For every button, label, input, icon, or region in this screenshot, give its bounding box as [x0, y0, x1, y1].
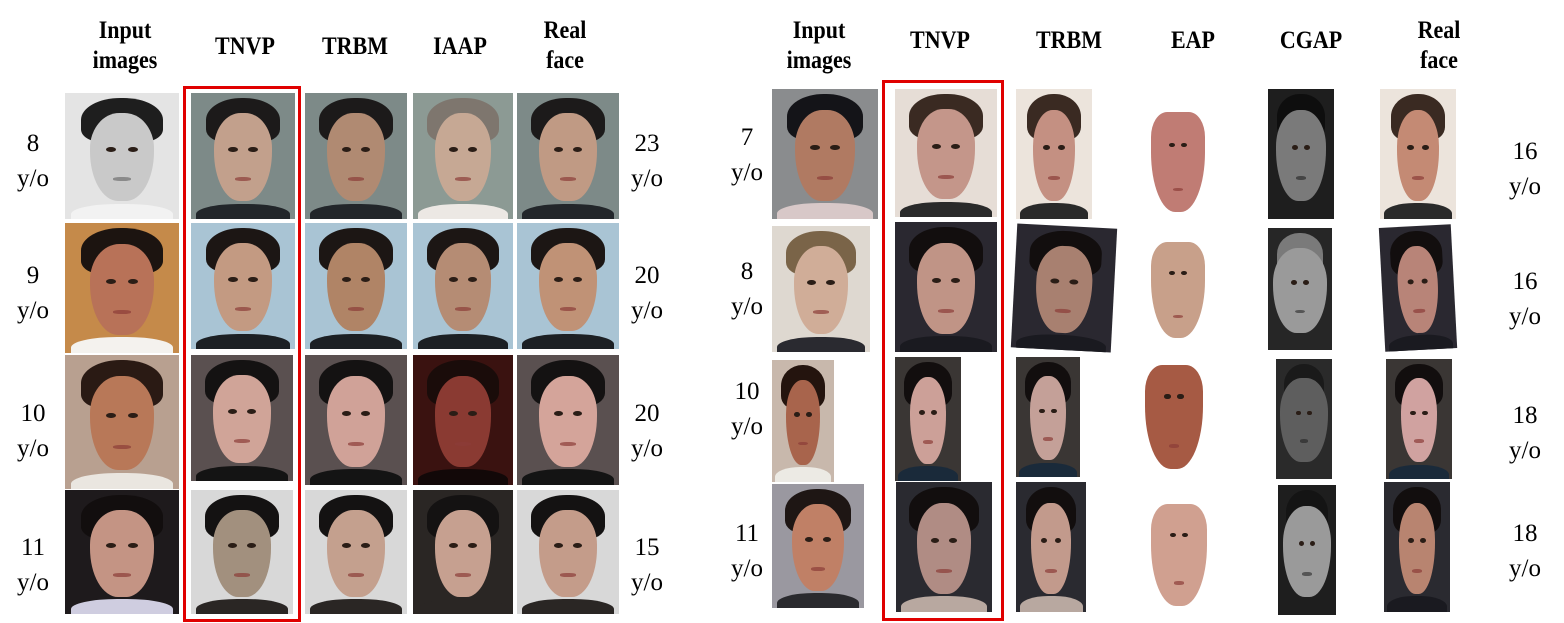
col-header-trbm: TRBM	[322, 33, 388, 60]
face-image-tnvp	[191, 93, 295, 219]
input-age-label: 9 y/o	[17, 262, 49, 324]
face-image-input	[65, 93, 179, 219]
face-image-input	[772, 484, 864, 608]
target-age-label: 20 y/o	[631, 262, 663, 324]
input-age-label: 10 y/o	[731, 378, 763, 440]
face-image-real-face	[1380, 89, 1456, 219]
target-age-label: 20 y/o	[631, 400, 663, 462]
face-image-iaap	[413, 93, 513, 219]
face-image-eap	[1146, 108, 1210, 216]
target-age-label: 16 y/o	[1509, 268, 1541, 330]
col-header-cgap: CGAP	[1279, 27, 1343, 54]
face-image-trbm	[305, 490, 407, 614]
col-header-real-face: Real face	[1417, 17, 1461, 74]
face-image-tnvp	[191, 223, 295, 349]
face-image-input	[772, 89, 878, 219]
face-image-eap	[1146, 500, 1212, 610]
face-image-eap	[1146, 238, 1210, 342]
face-image-input	[65, 355, 179, 489]
face-image-cgap	[1268, 89, 1334, 219]
input-age-label: 8 y/o	[731, 258, 763, 320]
face-image-tnvp	[895, 222, 997, 352]
col-header-input-images: Input images	[92, 17, 158, 74]
face-image-cgap	[1278, 485, 1336, 615]
face-image-tnvp	[191, 490, 293, 614]
target-age-label: 16 y/o	[1509, 138, 1541, 200]
face-image-input	[65, 490, 179, 614]
face-image-real-face	[1378, 224, 1458, 352]
face-image-real-face	[517, 355, 619, 485]
face-image-cgap	[1268, 228, 1332, 350]
target-age-label: 23 y/o	[631, 130, 663, 192]
input-age-label: 10 y/o	[17, 400, 49, 462]
col-header-input-images: Input images	[786, 17, 852, 74]
face-image-trbm	[305, 355, 407, 485]
face-image-real-face	[517, 93, 619, 219]
target-age-label: 18 y/o	[1509, 402, 1541, 464]
col-header-iaap: IAAP	[433, 33, 487, 60]
col-header-real-face: Real face	[543, 17, 587, 74]
face-image-input	[65, 223, 179, 353]
input-age-label: 8 y/o	[17, 130, 49, 192]
target-age-label: 15 y/o	[631, 534, 663, 596]
col-header-tnvp: TNVP	[215, 33, 275, 60]
face-image-trbm	[1010, 223, 1118, 353]
target-age-label: 18 y/o	[1509, 520, 1541, 582]
face-image-tnvp	[895, 89, 997, 217]
face-image-real-face	[517, 223, 619, 349]
face-image-tnvp	[896, 482, 992, 612]
tnvp-highlight-box	[183, 86, 301, 622]
face-image-tnvp	[895, 357, 961, 481]
face-image-input	[772, 226, 870, 352]
face-image-input	[772, 360, 834, 482]
face-image-iaap	[413, 355, 513, 485]
tnvp-highlight-box	[882, 80, 1004, 621]
face-image-real-face	[1386, 359, 1452, 479]
face-image-iaap	[413, 490, 513, 614]
face-image-trbm	[305, 223, 407, 349]
face-image-tnvp	[191, 355, 293, 481]
col-header-trbm: TRBM	[1036, 27, 1102, 54]
input-age-label: 11 y/o	[731, 520, 763, 582]
col-header-eap: EAP	[1171, 27, 1215, 54]
face-image-trbm	[1016, 357, 1080, 477]
input-age-label: 7 y/o	[731, 124, 763, 186]
face-image-real-face	[1384, 482, 1450, 612]
face-image-trbm	[305, 93, 407, 219]
face-image-trbm	[1016, 89, 1092, 219]
input-age-label: 11 y/o	[17, 534, 49, 596]
face-image-cgap	[1276, 359, 1332, 479]
face-image-trbm	[1016, 482, 1086, 612]
face-image-real-face	[517, 490, 619, 614]
face-image-iaap	[413, 223, 513, 349]
col-header-tnvp: TNVP	[910, 27, 970, 54]
face-image-eap	[1140, 360, 1208, 474]
